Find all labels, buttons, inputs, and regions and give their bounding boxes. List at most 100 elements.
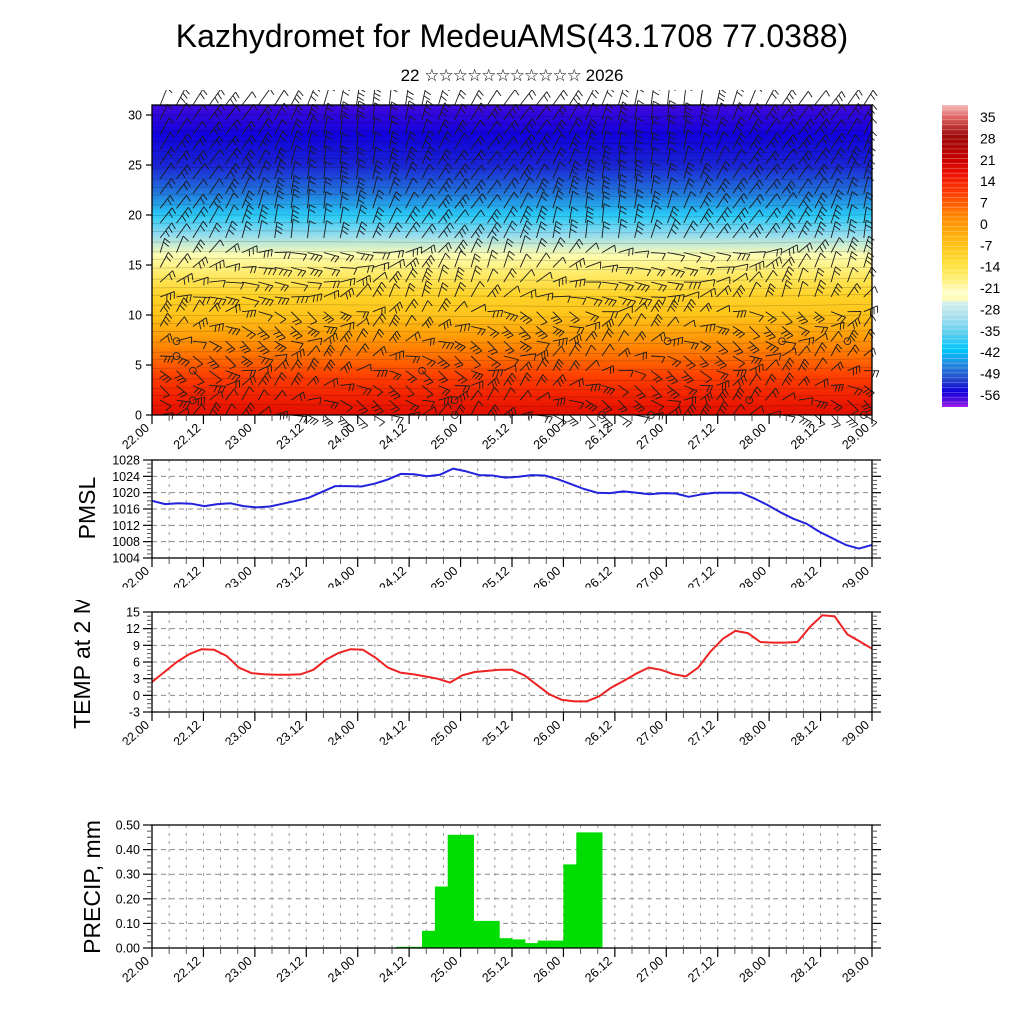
wind-barb [568,360,581,371]
wind-barb [274,251,291,259]
wind-barb [503,90,520,106]
wind-barb [798,345,811,357]
wind-barb [699,162,712,179]
wind-barb [159,312,173,327]
axis-tick-label: 26.12 [582,954,615,985]
wind-barb [732,272,749,283]
wind-barb [667,190,679,209]
wind-barb [798,242,813,253]
wind-barb [830,361,844,372]
wind-barb [830,283,843,298]
wind-barb [552,190,564,209]
wind-barb [634,173,644,194]
wind-barb [732,252,751,261]
wind-barb [192,276,209,286]
axis-tick-label: -35 [980,323,1000,339]
wind-barb [568,160,581,179]
wind-barb [683,281,702,289]
wind-barb [830,132,846,150]
wind-barb [421,355,436,368]
wind-barb [241,309,257,318]
wind-barb [487,236,499,253]
axis-tick-label: -3 [129,706,140,720]
wind-barb [536,119,552,135]
wind-barb [781,256,795,268]
wind-barb [307,188,316,209]
axis-tick-label: 12 [126,622,140,636]
wind-barb [192,370,205,386]
wind-barb [372,252,391,260]
wind-barb [568,342,582,357]
wind-barb [307,337,323,346]
wind-barb [601,203,611,224]
wind-barb [176,399,191,409]
wind-barb [503,120,519,135]
wind-barb [552,358,564,371]
wind-barb [192,256,209,270]
wind-barb [503,164,519,180]
wind-barb [536,163,550,180]
wind-barb [863,252,875,268]
calm-wind-symbol [778,337,786,346]
wind-barb [356,414,369,430]
wind-barb [225,91,240,106]
wind-barb [568,238,584,253]
calm-wind-symbol [189,396,197,405]
calm-wind-symbol [450,396,459,405]
wind-barb [454,193,470,209]
wind-barb [274,119,288,135]
subtitle-year: 2026 [585,66,624,85]
wind-barb [290,359,303,371]
wind-barb [732,285,746,298]
wind-barb [225,163,240,180]
wind-barb [339,114,350,135]
wind-barb [601,296,617,307]
wind-barb [323,266,341,277]
wind-barb [274,177,285,194]
wind-barb [487,355,501,369]
wind-barb [568,102,584,121]
wind-barb [405,191,420,209]
wind-barb [798,118,815,135]
axis-tick-label: 14 [980,173,996,189]
wind-barb [798,376,811,386]
wind-barb [438,177,454,194]
wind-barb [290,372,304,386]
wind-barb [814,399,829,410]
bar [422,930,436,948]
subtitle-month: ☆☆☆☆☆☆☆☆☆☆☆ [424,66,582,85]
wind-barb [290,205,300,224]
bar [576,832,590,948]
wind-barb [700,279,716,287]
wind-barb [781,372,795,386]
wind-barb [388,207,402,224]
wind-barb [356,204,368,224]
wind-barb [503,311,519,322]
axis-tick-label: 0.50 [116,819,140,833]
wind-barb [356,147,365,165]
wind-barb [454,266,465,283]
axis-tick-label: 10 [128,309,142,323]
wind-barb [207,355,220,370]
wind-barb [339,344,351,357]
wind-barb [798,253,812,268]
wind-barb [683,396,697,405]
wind-barb [552,397,566,407]
wind-barb [160,291,175,302]
wind-barb [225,136,240,150]
wind-barb [356,328,369,342]
wind-barb [225,303,241,314]
wind-barb [192,299,205,312]
wind-barb [683,177,695,194]
wind-barb [454,163,470,180]
wind-barb [274,130,288,150]
wind-barb [732,162,748,180]
wind-barb [290,391,306,402]
wind-barb [340,383,355,392]
wind-barb [356,343,370,357]
wind-barb [290,311,302,326]
wind-barb [519,220,533,239]
wind-barb [405,268,418,283]
wind-barb [437,282,449,298]
